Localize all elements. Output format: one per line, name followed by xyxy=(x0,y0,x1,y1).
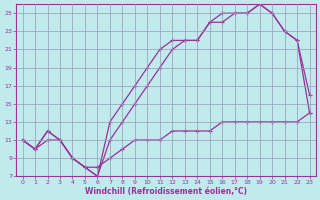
X-axis label: Windchill (Refroidissement éolien,°C): Windchill (Refroidissement éolien,°C) xyxy=(85,187,247,196)
